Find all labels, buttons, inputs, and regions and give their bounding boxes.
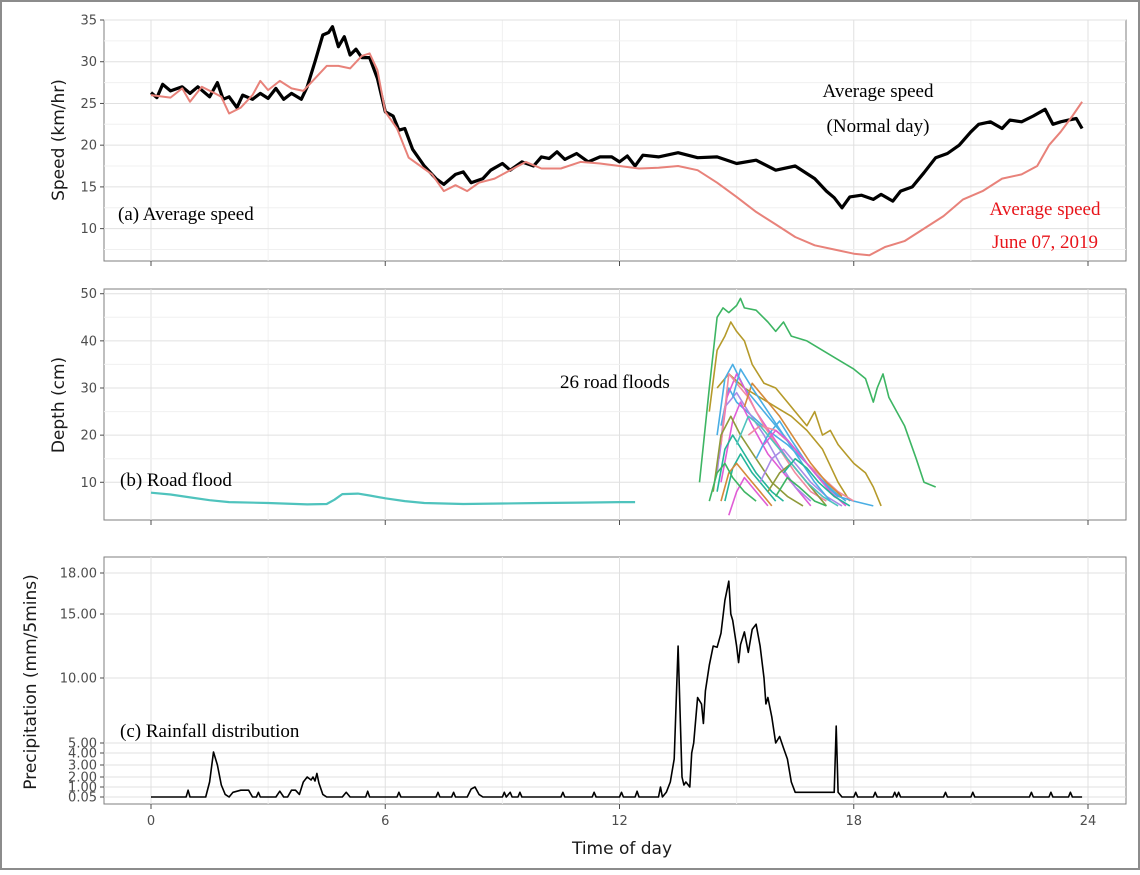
y-axis-title-speed: Speed (km/hr)	[49, 79, 69, 201]
annotation-normal-day-line2: (Normal day)	[827, 116, 930, 137]
series-line	[708, 462, 757, 502]
panel-label-rainfall: (c) Rainfall distribution	[120, 721, 300, 742]
y-ticks-precip: 0.051.002.003.004.005.00 10.00 15.00 18.00	[60, 567, 104, 806]
y-tick-label: 1.00	[68, 781, 97, 796]
x-tick-label: 18	[845, 814, 862, 829]
annotation-flood-day-line1: Average speed	[990, 199, 1101, 220]
x-ticks-speed	[150, 261, 1089, 266]
series-line	[731, 368, 831, 502]
y-tick-label: 50	[80, 287, 97, 302]
series-line	[716, 363, 847, 502]
annotation-road-floods: 26 road floods	[560, 372, 670, 393]
panel-average-speed: 10 15 20 25 30 35 Speed (km/hr) (a) Average s…	[49, 14, 1127, 266]
x-axis-title: Time of day	[571, 839, 672, 859]
x-ticks-depth	[150, 520, 1089, 525]
series-line	[716, 434, 785, 502]
y-tick-label: 10.00	[60, 672, 97, 687]
series-line	[763, 429, 847, 507]
y-tick-label: 15	[80, 180, 97, 195]
y-tick-label: 18.00	[60, 567, 97, 582]
plot-area-speed	[103, 19, 1127, 262]
average-speed-june-07-2019	[150, 52, 1083, 257]
panel-road-flood: 10 20 30 40 50 Depth (cm) (b) Road flood 26 …	[49, 287, 1127, 525]
series-line	[151, 580, 1083, 798]
series-line	[728, 476, 769, 516]
y-tick-label: 0.05	[68, 791, 97, 806]
series-line	[743, 382, 843, 497]
y-axis-title-precip: Precipitation (mm/5mins)	[21, 574, 41, 790]
y-tick-label: 2.00	[68, 771, 97, 786]
plot-area-precip	[103, 556, 1127, 805]
series-line	[782, 457, 851, 507]
gridlines-precip	[104, 557, 1126, 804]
panel-label-flood: (b) Road flood	[120, 470, 232, 491]
series-line	[720, 373, 827, 502]
series-lines-speed	[149, 25, 1084, 257]
gridlines-speed	[104, 19, 1126, 261]
series-lines-depth	[150, 297, 936, 516]
series-line	[775, 476, 827, 507]
annotation-flood-day-line2: June 07, 2019	[992, 232, 1098, 253]
series-line	[150, 491, 636, 506]
y-tick-label: 10	[80, 222, 97, 237]
panel-label-speed: (a) Average speed	[118, 204, 254, 225]
y-tick-label: 25	[80, 97, 97, 112]
x-tick-label: 24	[1080, 814, 1097, 829]
series-lines-precip	[151, 580, 1083, 798]
y-tick-label: 5.00	[68, 737, 97, 752]
y-tick-label: 10	[80, 476, 97, 491]
y-tick-label: 20	[80, 429, 97, 444]
plot-area-depth	[103, 288, 1127, 521]
series-line	[735, 415, 839, 507]
panel-rainfall: 0.051.002.003.004.005.0010.0015.0018.00 …	[21, 556, 1127, 859]
y-ticks-speed: 10 15 20 25 30 35	[80, 14, 104, 237]
x-tick-label: 0	[147, 814, 155, 829]
series-line	[720, 462, 773, 507]
series-line	[708, 321, 882, 507]
y-tick-label: 15.00	[60, 608, 97, 623]
x-ticks-precip: 0 6 12 18 24	[147, 804, 1096, 829]
y-tick-label: 35	[80, 14, 97, 29]
y-tick-label: 4.00	[68, 747, 97, 762]
x-tick-label: 6	[381, 814, 389, 829]
y-tick-label: 30	[80, 382, 97, 397]
y-tick-label: 30	[80, 55, 97, 70]
y-axis-title-depth: Depth (cm)	[49, 357, 69, 453]
series-line	[698, 297, 936, 488]
y-tick-label: 20	[80, 139, 97, 154]
gridlines-depth	[104, 289, 1126, 520]
series-line	[712, 415, 804, 507]
x-tick-label: 12	[611, 814, 628, 829]
y-ticks-depth: 10 20 30 40 50	[80, 287, 104, 491]
y-tick-label: 40	[80, 334, 97, 349]
annotation-normal-day-line1: Average speed	[823, 81, 934, 102]
y-tick-label: 3.00	[68, 759, 97, 774]
